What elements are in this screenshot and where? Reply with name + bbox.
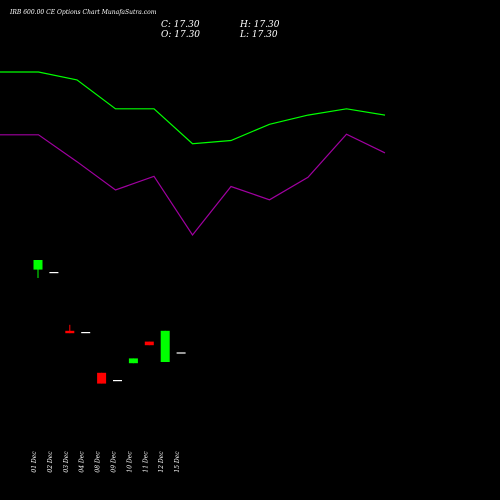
candle-body [65, 330, 75, 334]
x-tick-label: 15 Dec [174, 451, 181, 473]
candle-body [33, 260, 43, 270]
x-tick-label: 01 Dec [31, 451, 38, 473]
candle [97, 372, 107, 384]
candle [144, 341, 154, 346]
candle [65, 324, 75, 334]
x-tick-label: 10 Dec [126, 451, 133, 473]
candle [33, 260, 43, 278]
candle-body [81, 332, 91, 334]
candles [33, 260, 186, 384]
x-tick-label: 03 Dec [63, 451, 70, 473]
candle [81, 332, 91, 334]
candle-body [128, 358, 138, 364]
x-tick-label: 02 Dec [47, 451, 54, 473]
candle-body [144, 341, 154, 346]
candle [128, 358, 138, 364]
candle-body [49, 272, 59, 274]
indicator-lines [0, 71, 386, 237]
x-tick-label: 11 Dec [142, 451, 149, 473]
candle [49, 272, 59, 274]
lower-indicator-line [0, 133, 386, 237]
x-axis-labels: 01 Dec 02 Dec 03 Dec 04 Dec 08 Dec 09 Dec 10 D… [31, 451, 181, 473]
candle [113, 380, 122, 382]
close-readout: C: 17.30 [161, 20, 200, 30]
candle [176, 352, 186, 354]
candle [160, 330, 170, 362]
candle-body [97, 372, 107, 384]
x-tick-label: 09 Dec [111, 451, 118, 473]
upper-indicator-line [0, 71, 386, 145]
x-tick-label: 04 Dec [79, 451, 86, 473]
candle-body [160, 330, 170, 362]
chart-title: IRB 600.00 CE Options Chart MunafaSutra.… [10, 9, 157, 16]
low-readout: L: 17.30 [240, 30, 278, 40]
high-readout: H: 17.30 [240, 20, 280, 30]
x-tick-label: 12 Dec [158, 451, 165, 473]
candle-body [113, 380, 122, 382]
open-readout: O: 17.30 [161, 30, 201, 40]
candle-body [176, 352, 186, 354]
x-tick-label: 08 Dec [95, 451, 102, 473]
